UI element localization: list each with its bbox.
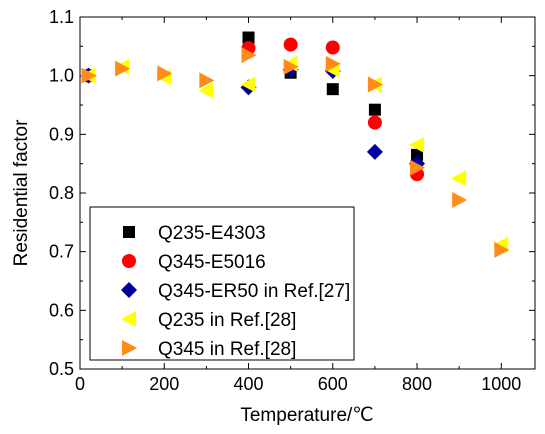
- x-axis-title: Temperature/℃: [240, 405, 373, 426]
- y-axis-title: Residential factor: [11, 119, 32, 266]
- legend-marker: [122, 340, 137, 356]
- data-point: [367, 76, 383, 93]
- data-point: [325, 55, 341, 72]
- data-point: [368, 103, 381, 116]
- x-tick-labels: 0 200 400 600 800 1000: [75, 374, 521, 394]
- data-point: [409, 136, 425, 153]
- data-point: [494, 241, 510, 258]
- data-point: [198, 82, 214, 99]
- legend-label: Q345 in Ref.[28]: [158, 339, 296, 360]
- data-point: [366, 143, 383, 160]
- y-tick-labels: 0.5 0.6 0.7 0.8 0.9 1.0 1.1: [49, 7, 74, 379]
- legend-marker: [123, 226, 135, 238]
- data-point: [81, 67, 97, 84]
- legend: Q235-E4303 Q345-E5016 Q345-ER50 in Ref.[27…: [89, 206, 355, 361]
- legend-label: Q235-E4303: [158, 223, 266, 244]
- y-tick-label: 0.5: [49, 359, 74, 379]
- x-tick-label: 800: [402, 374, 432, 394]
- y-tick-label: 0.7: [49, 242, 74, 262]
- y-tick-label: 0.8: [49, 183, 74, 203]
- legend-marker: [121, 282, 137, 298]
- data-point: [411, 148, 424, 161]
- data-point: [283, 58, 299, 75]
- data-point: [451, 170, 467, 187]
- y-tick-label: 1.1: [49, 7, 74, 27]
- legend-label: Q345-E5016: [158, 252, 266, 273]
- y-tick-label: 1.0: [49, 66, 74, 86]
- data-point: [326, 83, 339, 96]
- x-tick-label: 600: [318, 374, 348, 394]
- data-point: [157, 65, 173, 82]
- x-tick-label: 0: [75, 374, 85, 394]
- x-tick-label: 400: [233, 374, 263, 394]
- legend-label: Q345-ER50 in Ref.[27]: [158, 281, 350, 302]
- data-points: [80, 31, 510, 258]
- x-tick-label: 1000: [481, 374, 521, 394]
- data-point: [452, 192, 468, 209]
- data-point: [241, 47, 257, 64]
- series-5: [81, 47, 510, 258]
- ticks: [79, 16, 535, 370]
- data-point: [240, 76, 256, 93]
- x-tick-label: 200: [149, 374, 179, 394]
- y-tick-label: 0.6: [49, 300, 74, 320]
- data-point: [283, 37, 298, 52]
- data-point: [242, 31, 255, 44]
- legend-label: Q235 in Ref.[28]: [158, 310, 296, 331]
- legend-marker: [122, 254, 136, 268]
- data-point: [367, 115, 382, 130]
- data-point: [115, 60, 131, 77]
- legend-marker: [121, 311, 136, 327]
- data-point: [199, 72, 215, 89]
- data-point: [325, 40, 340, 55]
- y-tick-label: 0.9: [49, 124, 74, 144]
- data-point: [410, 159, 426, 176]
